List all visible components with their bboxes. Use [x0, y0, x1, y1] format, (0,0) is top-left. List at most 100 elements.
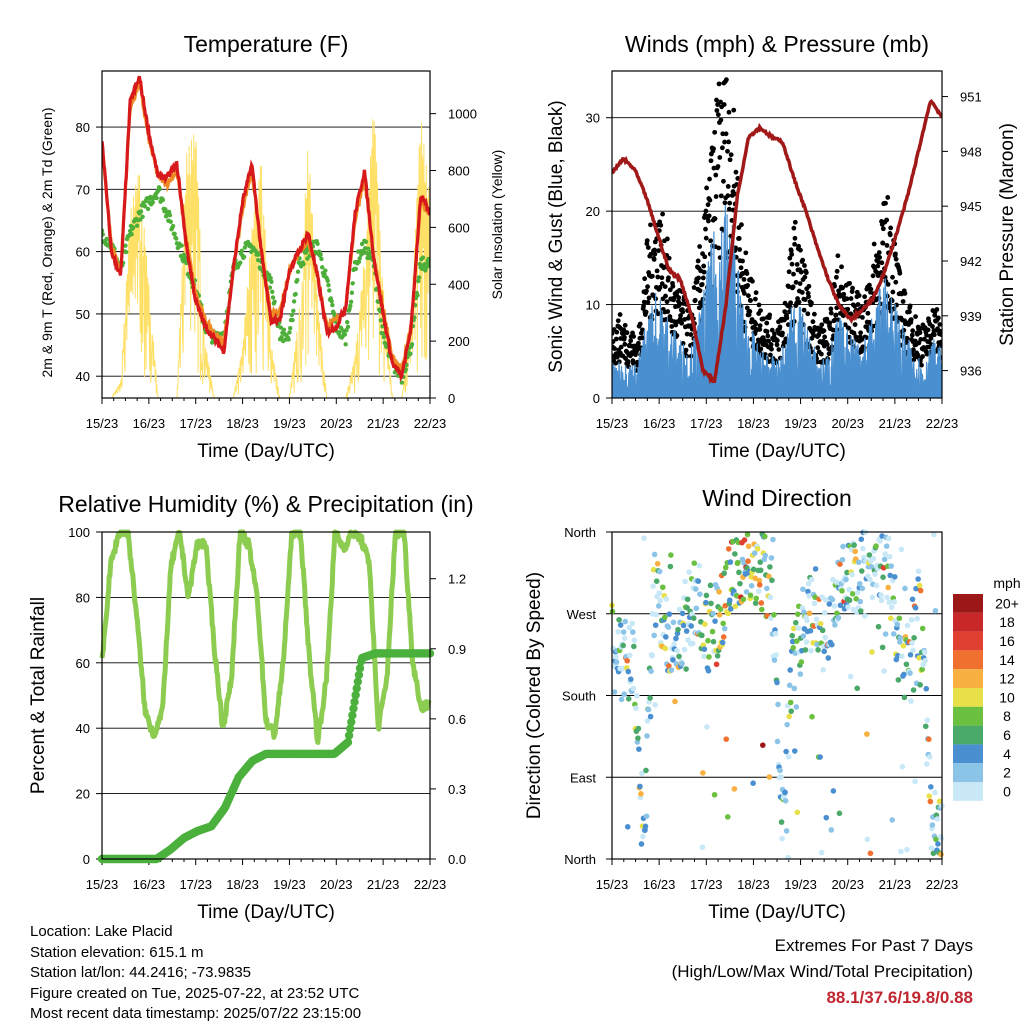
legend-swatch [953, 650, 983, 670]
point-gust [862, 294, 868, 300]
point-wind-direction [663, 596, 670, 602]
point-wind-direction [701, 653, 707, 660]
x-axis-label: Time (Day/UTC) [708, 441, 846, 462]
extremes-values: 88.1/37.6/19.8/0.88 [826, 988, 973, 1007]
legend-label: 4 [1003, 746, 1011, 762]
y-tick-label: 0 [593, 391, 600, 406]
point-gust [777, 324, 783, 330]
point-wind-direction [794, 638, 800, 644]
extremes-box: Extremes For Past 7 Days (High/Low/Max W… [672, 933, 973, 1011]
point-wind-direction [928, 784, 934, 790]
point-wind-direction [800, 586, 806, 593]
point-dewpoint [172, 231, 177, 237]
point-gust [802, 297, 808, 302]
point-wind-direction [721, 570, 727, 577]
point-gust [805, 311, 811, 317]
point-dewpoint [305, 256, 310, 261]
point-precip [351, 690, 360, 700]
point-wind-direction [831, 603, 838, 609]
x-tick-label: 22/23 [414, 877, 447, 892]
point-wind-direction [922, 657, 929, 664]
point-wind-direction [766, 573, 772, 580]
point-dewpoint [154, 195, 159, 201]
point-wind-direction [931, 531, 937, 538]
legend-label: 14 [999, 652, 1015, 668]
point-wind-direction [922, 723, 929, 730]
y-tick-label: West [567, 607, 597, 622]
point-dewpoint [173, 236, 179, 241]
station-info: Location: Lake Placid Station elevation:… [30, 922, 361, 1025]
point-gust [796, 243, 802, 249]
point-wind-direction [818, 849, 825, 856]
point-gust [758, 308, 763, 313]
point-wind-direction [775, 701, 781, 708]
point-wind-direction [757, 559, 764, 565]
point-gust [900, 299, 906, 304]
point-dewpoint [318, 252, 323, 257]
chart-title: Relative Humidity (%) & Precipitation (i… [58, 491, 473, 517]
point-wind-direction [881, 668, 887, 674]
point-wind-direction [792, 619, 799, 626]
point-wind-direction [748, 582, 755, 589]
point-wind-direction [622, 618, 628, 625]
point-gust [845, 306, 851, 312]
point-wind-direction [869, 594, 876, 601]
point-wind-direction [634, 693, 640, 699]
point-gust [924, 351, 930, 357]
point-dewpoint [124, 249, 129, 255]
point-gust [618, 344, 624, 350]
point-wind-direction [716, 588, 722, 595]
point-wind-direction [914, 615, 920, 622]
point-dewpoint [123, 243, 128, 248]
y-tick-label: North [564, 525, 596, 540]
point-wind-direction [813, 616, 820, 623]
point-gust [720, 131, 726, 137]
plot-border [611, 70, 943, 399]
point-wind-direction [625, 695, 632, 702]
point-wind-direction [809, 713, 815, 720]
y-axis-label: Sonic Wind & Gust (Blue, Black) [546, 100, 567, 372]
point-gust [798, 247, 803, 253]
point-wind-direction [915, 568, 922, 575]
point-wind-direction [903, 661, 910, 668]
y-tick-label: South [562, 689, 596, 704]
point-gust [839, 264, 844, 270]
point-gust [752, 296, 758, 302]
point-gust [676, 295, 682, 301]
point-wind-direction [636, 746, 642, 752]
y-tick-label: East [570, 770, 596, 785]
point-wind-direction [679, 610, 686, 617]
point-wind-direction [767, 594, 774, 601]
point-wind-direction [786, 682, 793, 689]
point-wind-direction [668, 667, 675, 673]
point-dewpoint [366, 246, 371, 251]
point-wind-direction [745, 558, 751, 565]
point-gust [684, 331, 690, 337]
legend-swatch [953, 763, 983, 782]
point-gust [656, 248, 661, 254]
point-wind-direction [888, 563, 895, 569]
point-gust [774, 342, 780, 348]
y2-tick-label: 0.9 [448, 642, 466, 657]
point-wind-direction [805, 588, 811, 595]
point-dewpoint [287, 330, 292, 335]
point-gust [622, 334, 627, 340]
point-gust [834, 268, 840, 274]
point-dewpoint [167, 213, 173, 218]
series-pressure [612, 98, 942, 385]
point-gust [846, 325, 852, 331]
point-wind-direction [835, 614, 842, 621]
point-wind-direction [644, 733, 650, 739]
point-wind-direction [858, 568, 865, 574]
point-gust [727, 200, 733, 206]
point-gust [725, 148, 730, 154]
legend-swatch [953, 688, 983, 707]
point-gust [893, 256, 899, 262]
point-gust [834, 274, 839, 280]
point-wind-direction [753, 595, 759, 602]
point-wind-direction [929, 822, 936, 828]
point-gust [699, 281, 705, 287]
point-wind-direction [852, 548, 858, 555]
data-timestamp: Most recent data timestamp: 2025/07/22 2… [30, 1005, 362, 1022]
x-tick-label: 21/23 [367, 877, 400, 892]
